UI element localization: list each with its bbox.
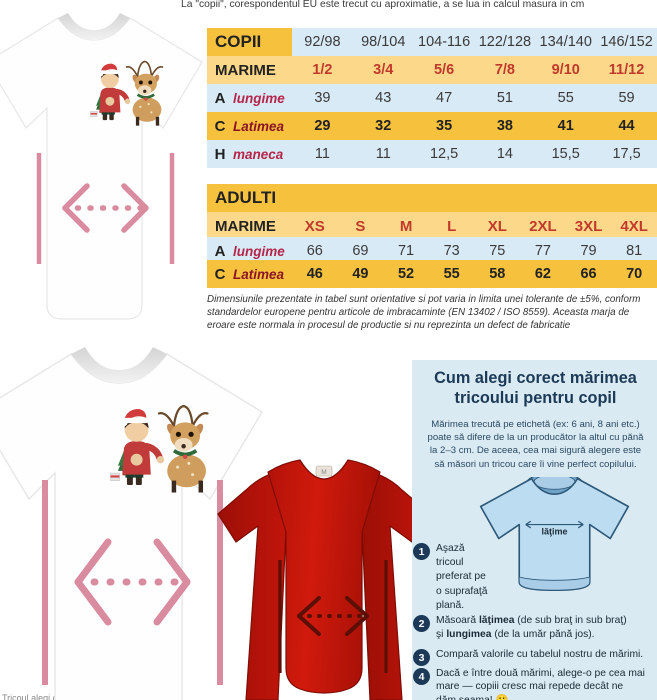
svg-text:M: M [321, 469, 326, 476]
svg-text:lăţime: lăţime [541, 526, 567, 536]
